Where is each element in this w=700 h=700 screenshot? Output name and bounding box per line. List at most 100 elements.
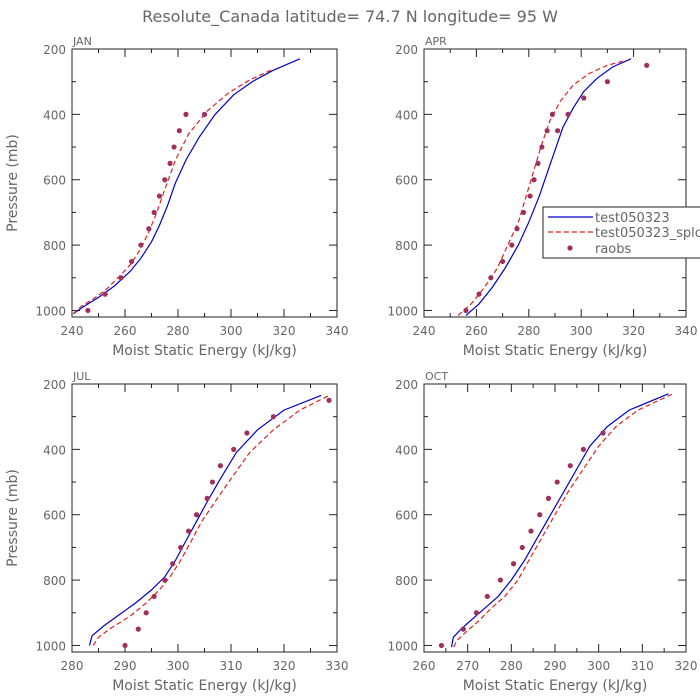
x-axis-label: Moist Static Energy (kJ/kg) <box>112 343 297 359</box>
raobs-point <box>122 642 128 649</box>
raobs-point <box>204 495 210 501</box>
raobs-point <box>510 561 517 567</box>
series-line-splooptest <box>453 393 674 648</box>
raobs-point <box>473 610 479 616</box>
y-tick-label: 200 <box>395 43 418 57</box>
y-tick-label: 600 <box>395 509 418 523</box>
raobs-point <box>545 495 552 501</box>
raobs-point <box>162 577 168 583</box>
y-tick-label: 1000 <box>387 639 418 653</box>
raobs-point <box>171 144 177 150</box>
x-tick-label: 300 <box>570 324 593 338</box>
panel-apr: 240 260 280 300 320 340 200 400 600 800 1000 APR Moi… <box>387 35 697 359</box>
raobs-point <box>544 128 550 134</box>
y-tick-label: 400 <box>43 443 66 457</box>
series-line-test050323 <box>450 393 669 648</box>
raobs-point <box>527 193 533 199</box>
x-tick-label: 240 <box>413 324 436 338</box>
raobs-point <box>193 512 200 518</box>
panel-jan: 240 260 280 300 320 340 200 400 600 800 1000 JAN Moi… <box>5 35 348 359</box>
x-tick-label: 330 <box>326 659 349 673</box>
legend-swatch-raobs <box>567 245 573 251</box>
raobs-point <box>580 446 586 452</box>
y-tick-label: 400 <box>43 108 66 122</box>
raobs-point <box>129 258 135 265</box>
raobs-point <box>537 512 543 518</box>
x-tick-label: 290 <box>544 659 567 673</box>
raobs-point <box>135 626 141 632</box>
raobs-point <box>528 528 534 534</box>
raobs-point <box>539 144 545 150</box>
x-tick-label: 280 <box>167 324 190 338</box>
raobs-point <box>600 430 606 436</box>
raobs-point <box>118 275 124 281</box>
panel-title-oct: OCT <box>425 370 448 383</box>
y-axis-label: Pressure (mb) <box>5 469 21 567</box>
raobs-point <box>514 226 520 232</box>
raobs-point <box>151 209 157 216</box>
raobs-point <box>183 111 189 117</box>
raobs-point <box>555 128 561 134</box>
series-line-test050323 <box>88 394 322 646</box>
panel-title-apr: APR <box>425 35 447 48</box>
raobs-point <box>244 430 250 436</box>
raobs-point <box>438 642 445 649</box>
raobs-point <box>143 610 149 616</box>
y-tick-label: 1000 <box>387 304 418 318</box>
raobs-point <box>85 307 91 314</box>
y-tick-label: 800 <box>395 574 418 588</box>
y-tick-label: 400 <box>395 108 418 122</box>
raobs-point <box>326 397 332 403</box>
raobs-point <box>162 177 168 183</box>
y-axis-label: Pressure (mb) <box>5 134 21 232</box>
y-tick-label: 600 <box>43 509 66 523</box>
raobs-point <box>270 414 276 420</box>
raobs-point <box>531 177 537 183</box>
panel-title-jan: JAN <box>72 35 92 48</box>
y-tick-label: 800 <box>43 574 66 588</box>
series-line-splooptest <box>72 69 272 315</box>
panel-title-jul: JUL <box>72 370 91 383</box>
raobs-point <box>581 95 587 101</box>
y-tick-label: 200 <box>43 43 66 57</box>
x-tick-label: 300 <box>167 659 190 673</box>
y-tick-label: 600 <box>395 174 418 188</box>
raobs-point <box>209 479 216 485</box>
x-tick-label: 260 <box>114 324 137 338</box>
raobs-point <box>463 307 469 314</box>
x-tick-label: 310 <box>631 659 654 673</box>
y-tick-label: 200 <box>395 378 418 392</box>
panels: 240 260 280 300 320 340 200 400 600 800 1000 JAN Moi… <box>5 35 700 694</box>
x-tick-label: 320 <box>273 659 296 673</box>
raobs-point <box>231 446 237 452</box>
raobs-point <box>567 463 573 469</box>
y-tick-label: 800 <box>395 239 418 253</box>
y-tick-label: 200 <box>43 378 66 392</box>
x-tick-label: 310 <box>220 659 243 673</box>
raobs-point <box>201 111 208 117</box>
plot-frame <box>71 48 338 318</box>
panel-jul: 280 290 300 310 320 330 200 400 600 800 1000 JUL Moi… <box>5 370 348 694</box>
y-tick-label: 800 <box>43 239 66 253</box>
x-tick-label: 320 <box>675 659 698 673</box>
raobs-point <box>176 128 182 134</box>
raobs-point <box>554 479 560 485</box>
x-tick-label: 340 <box>675 324 698 338</box>
panel-oct: 260 270 280 290 300 310 320 200 400 600 800 1000 OCT… <box>387 370 697 694</box>
legend-label-splooptest: test050323_splc <box>595 226 700 241</box>
raobs-point <box>535 160 541 166</box>
x-tick-label: 260 <box>465 324 488 338</box>
raobs-point <box>156 193 163 199</box>
x-axis-label: Moist Static Energy (kJ/kg) <box>463 678 648 694</box>
y-tick-label: 1000 <box>35 304 66 318</box>
y-tick-label: 400 <box>395 443 418 457</box>
legend-label-test050323: test050323 <box>595 211 670 226</box>
x-tick-label: 340 <box>326 324 349 338</box>
raobs-point <box>186 528 192 534</box>
raobs-point <box>497 577 504 583</box>
raobs-point <box>644 62 650 68</box>
series-line-test050323 <box>465 58 632 316</box>
raobs-point <box>167 160 173 166</box>
